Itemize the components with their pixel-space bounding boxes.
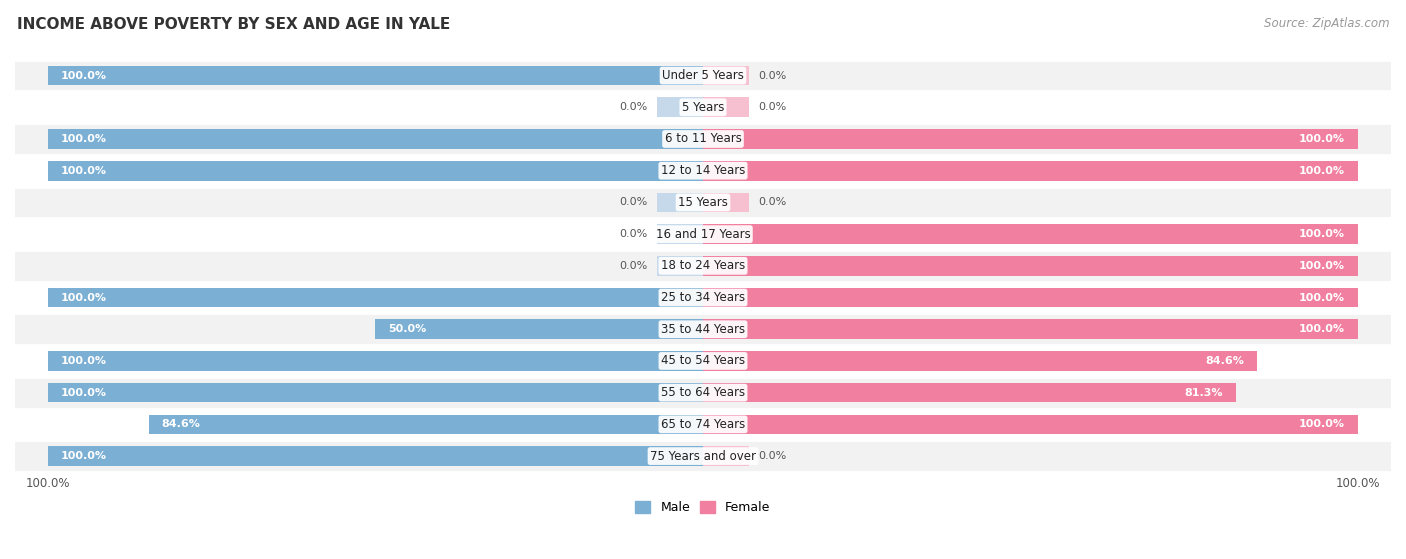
Bar <box>375 319 703 339</box>
Text: 0.0%: 0.0% <box>619 229 647 239</box>
Bar <box>703 383 1236 402</box>
Legend: Male, Female: Male, Female <box>630 496 776 519</box>
Text: 45 to 54 Years: 45 to 54 Years <box>661 354 745 367</box>
Bar <box>657 256 703 276</box>
Text: 100.0%: 100.0% <box>60 387 107 397</box>
Bar <box>48 351 703 371</box>
Bar <box>15 409 1391 440</box>
Bar <box>703 129 1358 149</box>
Text: 100.0%: 100.0% <box>60 70 107 80</box>
Bar <box>15 155 1391 187</box>
Text: 15 Years: 15 Years <box>678 196 728 209</box>
Bar <box>48 288 703 307</box>
Bar <box>703 66 749 86</box>
Bar <box>15 187 1391 218</box>
Text: 100.0%: 100.0% <box>60 451 107 461</box>
Bar <box>149 415 703 434</box>
Text: 100.0%: 100.0% <box>60 165 107 176</box>
Bar <box>48 446 703 466</box>
Text: 35 to 44 Years: 35 to 44 Years <box>661 323 745 336</box>
Text: Under 5 Years: Under 5 Years <box>662 69 744 82</box>
Text: 6 to 11 Years: 6 to 11 Years <box>665 132 741 145</box>
Bar <box>703 193 749 212</box>
Bar <box>15 218 1391 250</box>
Text: INCOME ABOVE POVERTY BY SEX AND AGE IN YALE: INCOME ABOVE POVERTY BY SEX AND AGE IN Y… <box>17 17 450 32</box>
Text: 84.6%: 84.6% <box>1205 356 1244 366</box>
Text: 100.0%: 100.0% <box>1299 165 1346 176</box>
Bar <box>15 440 1391 472</box>
Text: 55 to 64 Years: 55 to 64 Years <box>661 386 745 399</box>
Text: 0.0%: 0.0% <box>759 451 787 461</box>
Text: 0.0%: 0.0% <box>759 102 787 112</box>
Text: 100.0%: 100.0% <box>1299 324 1346 334</box>
Text: 100.0%: 100.0% <box>1299 419 1346 429</box>
Bar <box>15 60 1391 92</box>
Text: 100.0%: 100.0% <box>60 356 107 366</box>
Bar <box>703 97 749 117</box>
Bar <box>703 319 1358 339</box>
Text: 100.0%: 100.0% <box>1299 261 1346 271</box>
Bar <box>703 415 1358 434</box>
Text: 18 to 24 Years: 18 to 24 Years <box>661 259 745 272</box>
Bar <box>15 282 1391 314</box>
Text: 81.3%: 81.3% <box>1184 387 1223 397</box>
Bar <box>657 97 703 117</box>
Bar <box>703 288 1358 307</box>
Bar <box>15 92 1391 123</box>
Bar <box>703 351 1257 371</box>
Text: 50.0%: 50.0% <box>388 324 427 334</box>
Bar <box>15 314 1391 345</box>
Text: 0.0%: 0.0% <box>619 197 647 207</box>
Bar <box>15 123 1391 155</box>
Text: 12 to 14 Years: 12 to 14 Years <box>661 164 745 177</box>
Bar <box>48 129 703 149</box>
Bar <box>703 161 1358 181</box>
Bar <box>15 345 1391 377</box>
Text: 25 to 34 Years: 25 to 34 Years <box>661 291 745 304</box>
Bar <box>703 446 749 466</box>
Bar <box>703 224 1358 244</box>
Text: 65 to 74 Years: 65 to 74 Years <box>661 418 745 431</box>
Bar <box>15 377 1391 409</box>
Bar <box>657 224 703 244</box>
Text: 100.0%: 100.0% <box>1299 292 1346 302</box>
Text: 100.0%: 100.0% <box>1299 229 1346 239</box>
Text: 0.0%: 0.0% <box>619 261 647 271</box>
Bar <box>48 66 703 86</box>
Text: 100.0%: 100.0% <box>1299 134 1346 144</box>
Text: 0.0%: 0.0% <box>759 197 787 207</box>
Bar <box>703 256 1358 276</box>
Text: 75 Years and over: 75 Years and over <box>650 449 756 463</box>
Bar <box>48 161 703 181</box>
Text: 100.0%: 100.0% <box>60 134 107 144</box>
Text: 0.0%: 0.0% <box>759 70 787 80</box>
Text: Source: ZipAtlas.com: Source: ZipAtlas.com <box>1264 17 1389 30</box>
Text: 0.0%: 0.0% <box>619 102 647 112</box>
Bar <box>15 250 1391 282</box>
Text: 100.0%: 100.0% <box>60 292 107 302</box>
Text: 16 and 17 Years: 16 and 17 Years <box>655 228 751 240</box>
Bar <box>657 193 703 212</box>
Text: 5 Years: 5 Years <box>682 101 724 114</box>
Text: 84.6%: 84.6% <box>162 419 201 429</box>
Bar <box>48 383 703 402</box>
